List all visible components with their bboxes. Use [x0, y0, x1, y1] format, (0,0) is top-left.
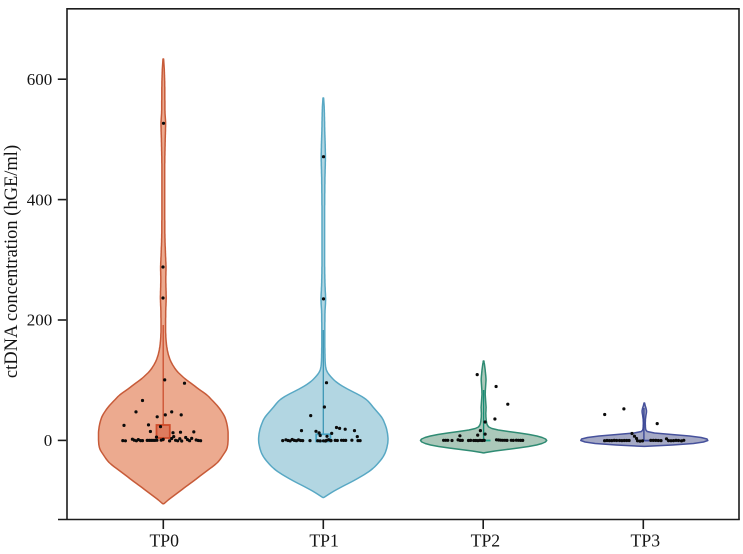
svg-text:TP3: TP3: [631, 530, 661, 550]
svg-text:ctDNA concentration (hGE/ml): ctDNA concentration (hGE/ml): [2, 145, 22, 378]
svg-text:600: 600: [27, 70, 53, 89]
svg-text:TP0: TP0: [149, 530, 179, 550]
svg-text:TP1: TP1: [309, 530, 339, 550]
svg-text:TP2: TP2: [471, 530, 501, 550]
svg-text:400: 400: [27, 190, 53, 209]
svg-text:0: 0: [44, 431, 53, 450]
svg-text:200: 200: [27, 311, 53, 330]
